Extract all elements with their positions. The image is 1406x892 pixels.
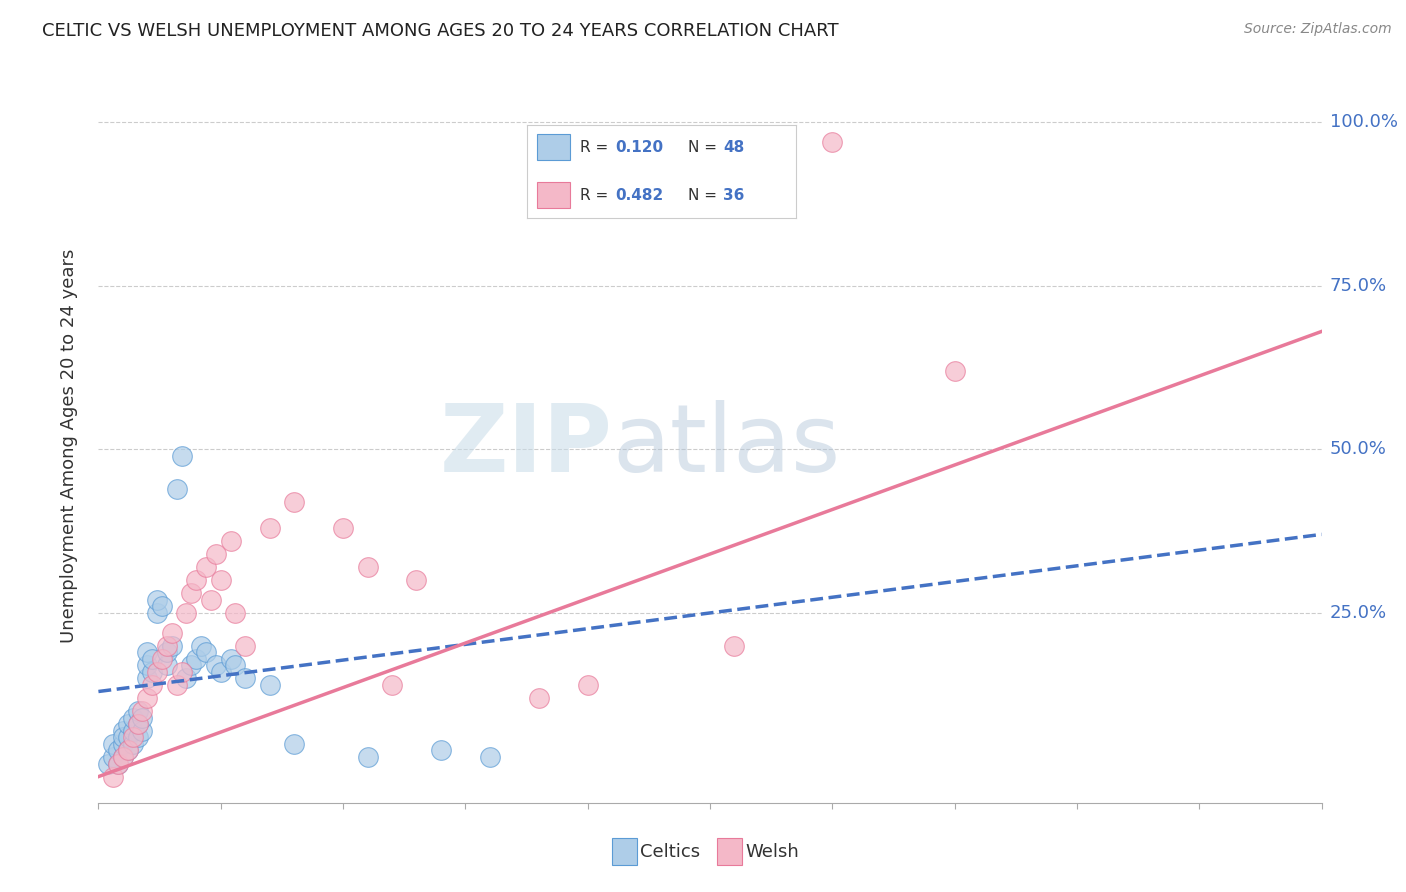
Point xyxy=(259,678,281,692)
Point xyxy=(121,731,143,745)
Point xyxy=(200,592,222,607)
Point xyxy=(209,665,232,679)
Point xyxy=(180,586,202,600)
Text: 100.0%: 100.0% xyxy=(1330,113,1398,131)
Point xyxy=(430,743,453,757)
Point xyxy=(101,737,124,751)
Point xyxy=(156,639,179,653)
Point xyxy=(127,717,149,731)
Point xyxy=(166,678,188,692)
Point xyxy=(943,364,966,378)
Point xyxy=(332,521,354,535)
Point xyxy=(136,691,159,706)
Point xyxy=(131,704,153,718)
Point xyxy=(146,606,169,620)
Point xyxy=(107,756,129,771)
Point xyxy=(141,678,163,692)
Point xyxy=(170,449,193,463)
Point xyxy=(170,665,193,679)
Point xyxy=(146,665,169,679)
Point xyxy=(111,737,134,751)
Point xyxy=(527,691,550,706)
Point xyxy=(150,599,173,614)
Point xyxy=(141,652,163,666)
Point xyxy=(150,652,173,666)
Point xyxy=(381,678,404,692)
Point xyxy=(101,750,124,764)
Point xyxy=(127,717,149,731)
Point xyxy=(131,711,153,725)
Text: 25.0%: 25.0% xyxy=(1330,604,1388,622)
Point xyxy=(136,645,159,659)
Point xyxy=(136,658,159,673)
Point xyxy=(186,573,208,587)
Point xyxy=(156,645,179,659)
Point xyxy=(205,658,228,673)
Point xyxy=(131,723,153,738)
Point xyxy=(576,678,599,692)
Point xyxy=(146,592,169,607)
Point xyxy=(180,658,202,673)
Point xyxy=(209,573,232,587)
Point xyxy=(160,639,183,653)
Point xyxy=(205,547,228,561)
Point xyxy=(219,652,242,666)
Point xyxy=(121,737,143,751)
Point xyxy=(127,704,149,718)
Point xyxy=(186,652,208,666)
Point xyxy=(176,606,198,620)
Point xyxy=(107,743,129,757)
Point xyxy=(111,750,134,764)
Point xyxy=(190,639,212,653)
Text: 50.0%: 50.0% xyxy=(1330,441,1386,458)
Point xyxy=(478,750,501,764)
Point xyxy=(117,743,139,757)
Point xyxy=(117,731,139,745)
Point xyxy=(259,521,281,535)
Point xyxy=(224,606,246,620)
Point xyxy=(195,560,218,574)
Point xyxy=(283,494,305,508)
Point xyxy=(356,750,378,764)
Point xyxy=(121,711,143,725)
Point xyxy=(160,625,183,640)
Point xyxy=(101,770,124,784)
Point xyxy=(156,658,179,673)
Point xyxy=(111,731,134,745)
Point xyxy=(117,717,139,731)
Point xyxy=(405,573,427,587)
Point xyxy=(127,731,149,745)
Point xyxy=(166,482,188,496)
Text: ZIP: ZIP xyxy=(439,400,612,492)
Text: Source: ZipAtlas.com: Source: ZipAtlas.com xyxy=(1244,22,1392,37)
Point xyxy=(107,756,129,771)
Point xyxy=(121,723,143,738)
Text: Celtics: Celtics xyxy=(640,843,700,861)
Point xyxy=(233,639,256,653)
Point xyxy=(176,672,198,686)
Point xyxy=(111,750,134,764)
Point xyxy=(723,639,745,653)
Point xyxy=(141,665,163,679)
Point xyxy=(195,645,218,659)
Text: CELTIC VS WELSH UNEMPLOYMENT AMONG AGES 20 TO 24 YEARS CORRELATION CHART: CELTIC VS WELSH UNEMPLOYMENT AMONG AGES … xyxy=(42,22,839,40)
Point xyxy=(233,672,256,686)
Point xyxy=(283,737,305,751)
Point xyxy=(224,658,246,673)
Point xyxy=(111,723,134,738)
Point xyxy=(97,756,120,771)
Point xyxy=(219,533,242,548)
Point xyxy=(356,560,378,574)
Text: atlas: atlas xyxy=(612,400,841,492)
Text: Welsh: Welsh xyxy=(745,843,799,861)
Point xyxy=(821,135,844,149)
Point xyxy=(117,743,139,757)
Point xyxy=(136,672,159,686)
Y-axis label: Unemployment Among Ages 20 to 24 years: Unemployment Among Ages 20 to 24 years xyxy=(59,249,77,643)
Text: 75.0%: 75.0% xyxy=(1330,277,1388,294)
